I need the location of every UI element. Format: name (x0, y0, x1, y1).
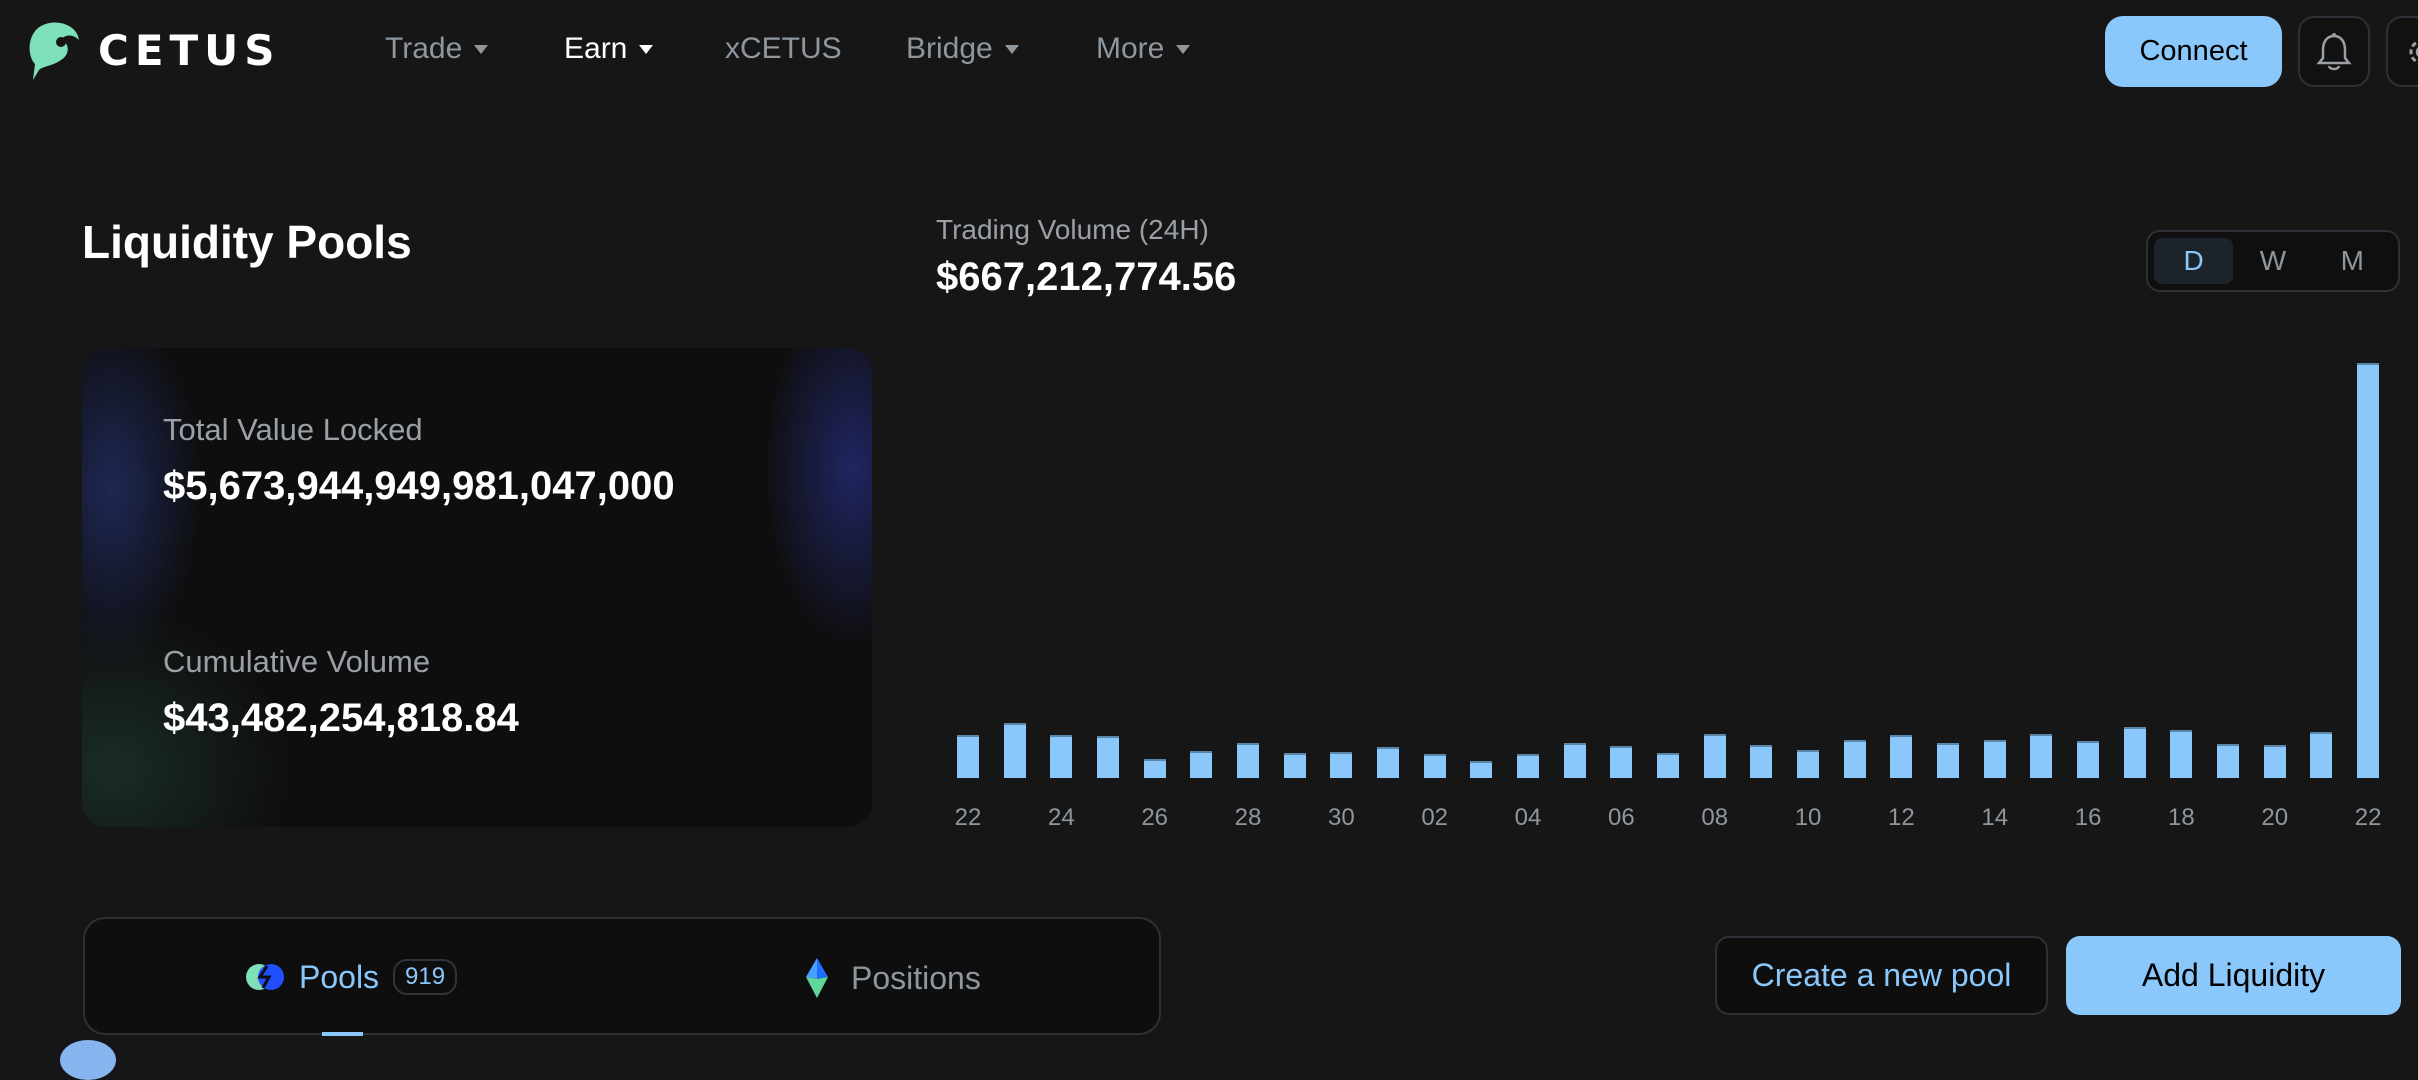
nav-bridge[interactable]: Bridge (906, 32, 1019, 66)
nav-earn[interactable]: Earn (564, 32, 654, 66)
volume-bar[interactable] (1843, 740, 1866, 778)
tab-positions[interactable]: Positions (797, 957, 981, 999)
tab-pools[interactable]: Pools 919 (245, 957, 458, 997)
gear-icon (2409, 39, 2418, 64)
stats-card: Total Value Locked $5,673,944,949,981,04… (82, 348, 872, 827)
create-pool-button[interactable]: Create a new pool (1715, 936, 2048, 1015)
volume-bar[interactable] (1143, 758, 1166, 778)
x-tick-label: 30 (1328, 804, 1355, 831)
caret-down-icon (474, 44, 489, 54)
nav-label: xCETUS (725, 32, 842, 65)
x-tick-label: 06 (1608, 804, 1635, 831)
volume-bar[interactable] (1657, 753, 1680, 778)
nav-xcetus[interactable]: xCETUS (725, 32, 842, 66)
volume-bar[interactable] (1517, 753, 1540, 778)
x-tick-label: 26 (1141, 804, 1169, 831)
pools-positions-tabs: Pools 919 Positions (83, 917, 1161, 1036)
connect-button[interactable]: Connect (2105, 16, 2282, 87)
volume-bar[interactable] (1283, 753, 1306, 778)
nav-label: Trade (385, 32, 463, 65)
x-tick-label: 12 (1888, 804, 1915, 831)
x-tick-label: 20 (2261, 804, 2289, 831)
volume-bar[interactable] (2310, 731, 2333, 778)
volume-bar[interactable] (1470, 761, 1493, 778)
floating-avatar[interactable] (60, 1040, 116, 1080)
nav-label: Earn (564, 32, 628, 65)
volume-bar[interactable] (1703, 733, 1726, 778)
nav-more[interactable]: More (1096, 32, 1191, 66)
volume-bar[interactable] (1237, 743, 1260, 778)
volume-bar[interactable] (1563, 743, 1586, 778)
notifications-button[interactable] (2298, 16, 2370, 87)
cumulative-volume-label: Cumulative Volume (163, 644, 431, 679)
volume-bar[interactable] (2123, 726, 2146, 778)
x-tick-label: 28 (1234, 804, 1262, 831)
period-m[interactable]: M (2340, 245, 2364, 276)
tvl-label: Total Value Locked (163, 412, 423, 447)
volume-bar[interactable] (1330, 751, 1353, 778)
volume-bar[interactable] (1377, 746, 1400, 778)
period-toggle: D W M (2146, 230, 2400, 292)
pools-icon (246, 964, 284, 990)
nav-trade[interactable]: Trade (385, 32, 489, 66)
x-tick-label: 02 (1421, 804, 1449, 831)
x-tick-label: 04 (1514, 804, 1542, 831)
tab-label: Pools (299, 958, 380, 995)
tab-label: Positions (851, 959, 981, 996)
volume-bar[interactable] (2357, 363, 2380, 778)
x-tick-label: 16 (2074, 804, 2102, 831)
x-tick-label: 10 (1794, 804, 1822, 831)
cumulative-volume-value: $43,482,254,818.84 (163, 696, 519, 740)
period-w[interactable]: W (2259, 245, 2287, 276)
volume-bar[interactable] (1797, 750, 1820, 778)
caret-down-icon (1176, 44, 1191, 54)
trading-volume-value: $667,212,774.56 (936, 255, 1237, 299)
volume-bar[interactable] (1750, 745, 1773, 778)
x-tick-label: 22 (954, 804, 982, 831)
tvl-value: $5,673,944,949,981,047,000 (163, 464, 675, 508)
volume-bar[interactable] (2170, 730, 2193, 778)
volume-bar[interactable] (1097, 736, 1119, 778)
volume-bar[interactable] (2217, 743, 2240, 778)
x-tick-label: 08 (1701, 804, 1729, 831)
x-tick-label: 18 (2168, 804, 2195, 831)
period-d[interactable]: D (2154, 238, 2234, 284)
volume-bar[interactable] (1003, 723, 1026, 778)
volume-bar[interactable] (957, 735, 979, 778)
volume-bar[interactable] (2077, 741, 2100, 778)
x-tick-label: 22 (2354, 804, 2382, 831)
volume-bar[interactable] (2030, 733, 2053, 778)
active-tab-indicator (322, 1032, 363, 1036)
volume-bar[interactable] (1610, 746, 1633, 778)
trading-volume-label: Trading Volume (24H) (936, 214, 1209, 245)
page-title: Liquidity Pools (82, 216, 412, 268)
volume-bar[interactable] (1890, 735, 1913, 778)
caret-down-icon (639, 44, 654, 54)
caret-down-icon (1004, 44, 1019, 54)
positions-icon (806, 958, 828, 998)
nav-label: Bridge (906, 32, 993, 65)
volume-bar[interactable] (1983, 740, 2006, 778)
volume-bar[interactable] (1423, 753, 1446, 778)
volume-bar[interactable] (1937, 743, 1960, 778)
volume-bar[interactable] (2263, 745, 2286, 778)
volume-bar[interactable] (1050, 735, 1073, 778)
bell-icon (2316, 32, 2352, 70)
add-liquidity-button[interactable]: Add Liquidity (2066, 936, 2401, 1015)
pools-count-badge: 919 (393, 959, 458, 995)
nav-label: More (1096, 32, 1165, 65)
x-tick-label: 24 (1047, 804, 1075, 831)
x-tick-label: 14 (1981, 804, 2009, 831)
volume-bar[interactable] (1190, 751, 1213, 778)
cetus-logo-icon (29, 22, 79, 80)
settings-button[interactable] (2386, 16, 2418, 87)
brand-name: CETUS (98, 26, 281, 75)
